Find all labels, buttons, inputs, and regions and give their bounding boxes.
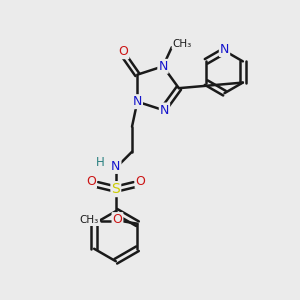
Text: N: N bbox=[158, 60, 168, 73]
Text: H: H bbox=[96, 156, 105, 169]
Text: N: N bbox=[160, 103, 169, 116]
Text: N: N bbox=[133, 95, 142, 108]
Text: N: N bbox=[220, 43, 229, 56]
Text: N: N bbox=[111, 160, 121, 173]
Text: O: O bbox=[86, 175, 96, 188]
Text: S: S bbox=[111, 182, 120, 196]
Text: O: O bbox=[118, 45, 128, 58]
Text: CH₃: CH₃ bbox=[172, 39, 192, 49]
Text: O: O bbox=[136, 175, 146, 188]
Text: CH₃: CH₃ bbox=[80, 215, 99, 225]
Text: O: O bbox=[112, 213, 122, 226]
